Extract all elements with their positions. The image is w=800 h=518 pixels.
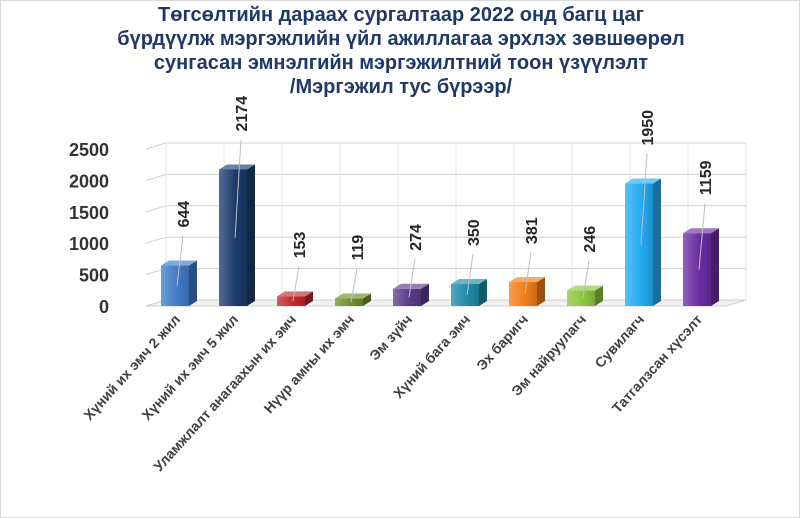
chart-title-line-2: бүрдүүлж мэргэжлийн үйл ажиллагаа эрхлэх…: [117, 28, 685, 50]
bar: [683, 228, 719, 306]
x-tick-label: Эм зүйч: [366, 311, 415, 363]
bar-side: [711, 228, 719, 306]
bar-top: [219, 164, 255, 170]
bar-front: [625, 183, 653, 306]
bar: [335, 293, 371, 306]
x-tick-label: Хүний их эмч 5 жил: [138, 311, 241, 423]
data-label: 1159: [698, 160, 715, 195]
gridline-side: [145, 173, 167, 181]
x-tick-label: Сувилагч: [591, 311, 647, 371]
y-tick-label: 500: [79, 266, 109, 286]
bar-front: [393, 288, 421, 306]
y-tick-label: 2000: [69, 171, 109, 191]
data-label-leader: [582, 260, 590, 299]
data-label-leader: [176, 235, 184, 286]
bar-side: [189, 260, 197, 306]
bar-side: [479, 279, 487, 306]
gridline-side: [145, 142, 167, 150]
bar: [277, 291, 313, 306]
chart-title-line-1: Төгсөлтийн дараах сургалтаар 2022 онд ба…: [158, 4, 644, 26]
data-label-leader: [292, 266, 300, 302]
bar-side: [247, 164, 255, 306]
bar-front: [451, 284, 479, 306]
bar-front: [683, 233, 711, 306]
chart-title: Төгсөлтийн дараах сургалтаар 2022 онд ба…: [1, 3, 800, 99]
y-tick-label: 1000: [69, 234, 109, 254]
x-tick-label: Хүний их эмч 2 жил: [80, 311, 183, 423]
data-label-leader: [408, 258, 416, 298]
bar-side: [595, 285, 603, 306]
data-label-leader: [234, 139, 242, 238]
bar: [161, 260, 197, 306]
chart-title-line-4: /Мэргэжил тус бүрээр/: [289, 76, 513, 98]
data-label: 119: [350, 235, 367, 261]
gridline-side: [145, 236, 167, 244]
bar-top: [277, 291, 313, 297]
data-label: 2174: [234, 96, 251, 132]
data-label-leader: [350, 268, 358, 303]
data-label: 381: [524, 217, 541, 244]
bar-side: [421, 283, 429, 306]
x-tick-label: Эх баригч: [473, 311, 531, 373]
bar-top: [335, 293, 371, 299]
data-label: 153: [292, 232, 309, 259]
data-label-leader: [640, 153, 648, 245]
bar: [451, 279, 487, 306]
y-tick-label: 2500: [69, 140, 109, 160]
bar-side: [653, 178, 661, 306]
bar: [625, 178, 661, 306]
data-label: 274: [408, 224, 425, 251]
bar-front: [161, 265, 189, 306]
data-label-leader: [698, 203, 706, 270]
bar-front: [509, 282, 537, 306]
data-label: 246: [582, 226, 599, 253]
bar-front: [567, 290, 595, 306]
y-tick-label: 1500: [69, 203, 109, 223]
bar-front: [335, 298, 363, 306]
data-label: 644: [176, 201, 193, 228]
data-label: 1950: [640, 110, 657, 146]
bar: [219, 164, 255, 306]
bar-front: [219, 169, 247, 306]
chart-title-line-3: сунгасан эмнэлгийн мэргэжилтний тоон үзү…: [153, 52, 649, 74]
bar-front: [277, 296, 305, 306]
data-label-leader: [524, 252, 532, 295]
data-label: 350: [466, 219, 483, 246]
bar-side: [537, 277, 545, 306]
bar-top: [161, 260, 197, 266]
data-label-leader: [466, 253, 474, 296]
bar: [567, 285, 603, 306]
bar-side: [305, 291, 313, 306]
bar-side: [363, 293, 371, 306]
bar-top: [683, 228, 719, 234]
bar-top: [625, 178, 661, 184]
y-tick-label: 0: [99, 297, 109, 317]
gridline-side: [145, 205, 167, 213]
